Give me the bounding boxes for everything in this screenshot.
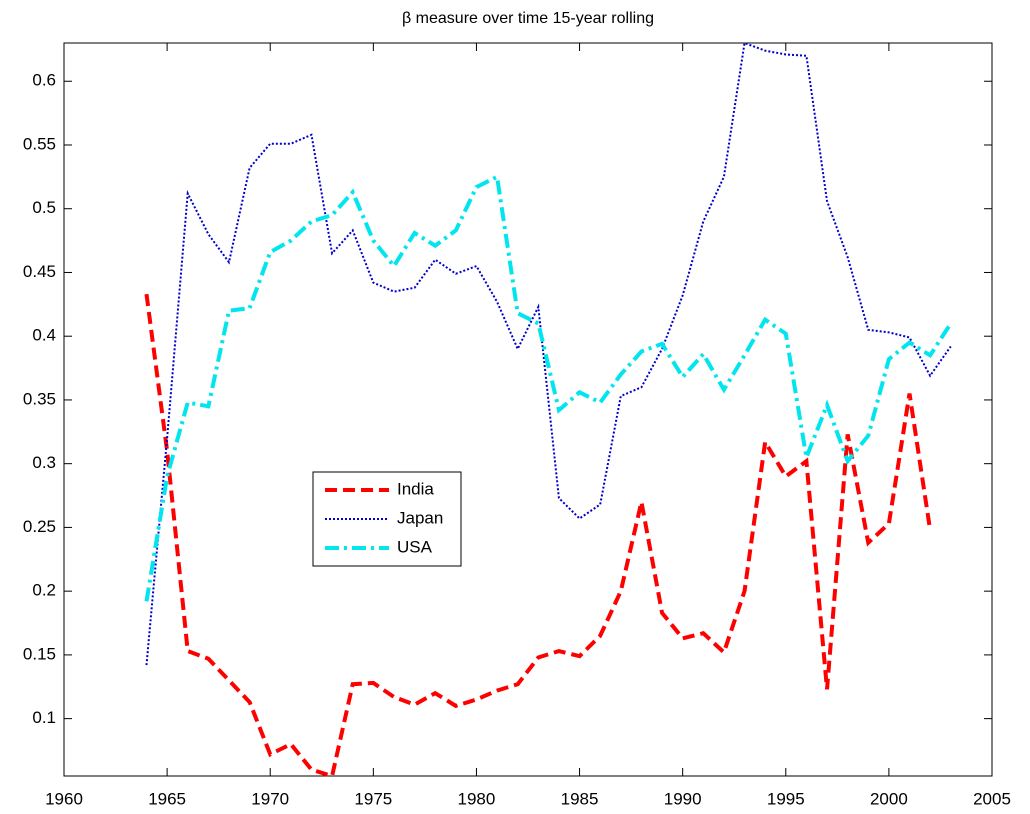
y-tick-label: 0.25	[23, 517, 56, 536]
y-tick-label: 0.3	[32, 453, 56, 472]
x-tick-label: 2005	[973, 789, 1011, 808]
x-tick-label: 1965	[148, 789, 186, 808]
x-tick-label: 1960	[45, 789, 83, 808]
legend-label: USA	[397, 537, 433, 556]
y-tick-label: 0.1	[32, 708, 56, 727]
series-line	[145, 41, 952, 666]
y-tick-label: 0.45	[23, 262, 56, 281]
x-tick-label: 2000	[870, 789, 908, 808]
x-tick-label: 1985	[561, 789, 599, 808]
legend-label: India	[397, 479, 434, 498]
y-tick-label: 0.2	[32, 581, 56, 600]
x-tick-label: 1970	[251, 789, 289, 808]
chart-title: β measure over time 15-year rolling	[402, 10, 654, 27]
series-line	[144, 293, 933, 779]
x-tick-label: 1980	[458, 789, 496, 808]
x-tick-label: 1995	[767, 789, 805, 808]
legend-label: Japan	[397, 508, 443, 527]
x-tick-label: 1975	[354, 789, 392, 808]
y-tick-label: 0.15	[23, 644, 56, 663]
y-tick-label: 0.4	[32, 326, 56, 345]
plot-frame	[63, 42, 993, 777]
y-tick-label: 0.6	[32, 71, 56, 90]
y-tick-label: 0.5	[32, 198, 56, 217]
y-tick-label: 0.55	[23, 134, 56, 153]
series-line	[144, 173, 953, 602]
y-tick-label: 0.35	[23, 389, 56, 408]
x-tick-label: 1990	[664, 789, 702, 808]
